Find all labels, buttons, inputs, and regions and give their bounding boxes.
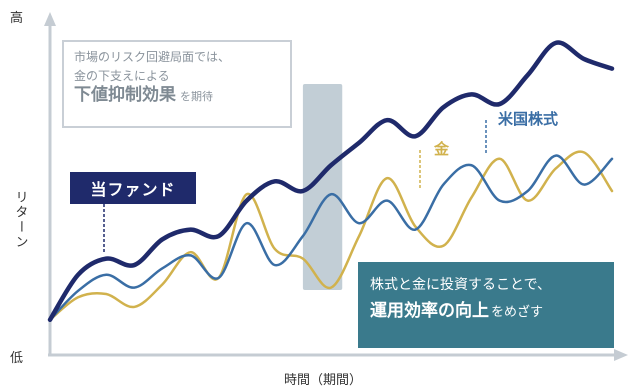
y-axis-title: リターン (13, 190, 28, 250)
series-line-2 (48, 150, 614, 322)
highlight-band (302, 84, 343, 290)
series-label-us-stock: 米国株式 (498, 110, 559, 128)
series-label-gold: 金 (434, 140, 450, 158)
top-callout-line2: 金の下支えによる (74, 69, 170, 83)
y-axis-high-label: 高 (10, 10, 23, 26)
bottom-callout-line1: 株式と金に投資することで、 (370, 277, 552, 293)
x-axis-title: 時間（期間） (284, 373, 362, 388)
series-line-0 (47, 40, 615, 323)
top-callout: 市場のリスク回避局面では、 金の下支えによる 下値抑制効果 を期待 (62, 40, 292, 128)
top-callout-emphasis: 下値抑制効果 (74, 85, 176, 105)
y-axis-arrow (44, 12, 56, 26)
bottom-callout-line2: 運用効率の向上 をめざす (370, 298, 602, 326)
top-callout-tail: を期待 (180, 90, 213, 103)
top-callout-line1: 市場のリスク回避局面では、 (74, 50, 231, 64)
y-axis-low-label: 低 (10, 351, 23, 366)
bottom-callout: 株式と金に投資することで、 運用効率の向上 をめざす (358, 262, 614, 348)
x-axis-arrow (614, 349, 628, 361)
series-label-fund: 当ファンド (70, 172, 196, 204)
series-layer (47, 40, 615, 323)
series-line-1 (48, 154, 614, 322)
bottom-callout-tail: をめざす (491, 305, 544, 320)
bottom-callout-emphasis: 運用効率の向上 (370, 301, 489, 321)
top-callout-line3: 下値抑制効果 を期待 (74, 86, 280, 106)
